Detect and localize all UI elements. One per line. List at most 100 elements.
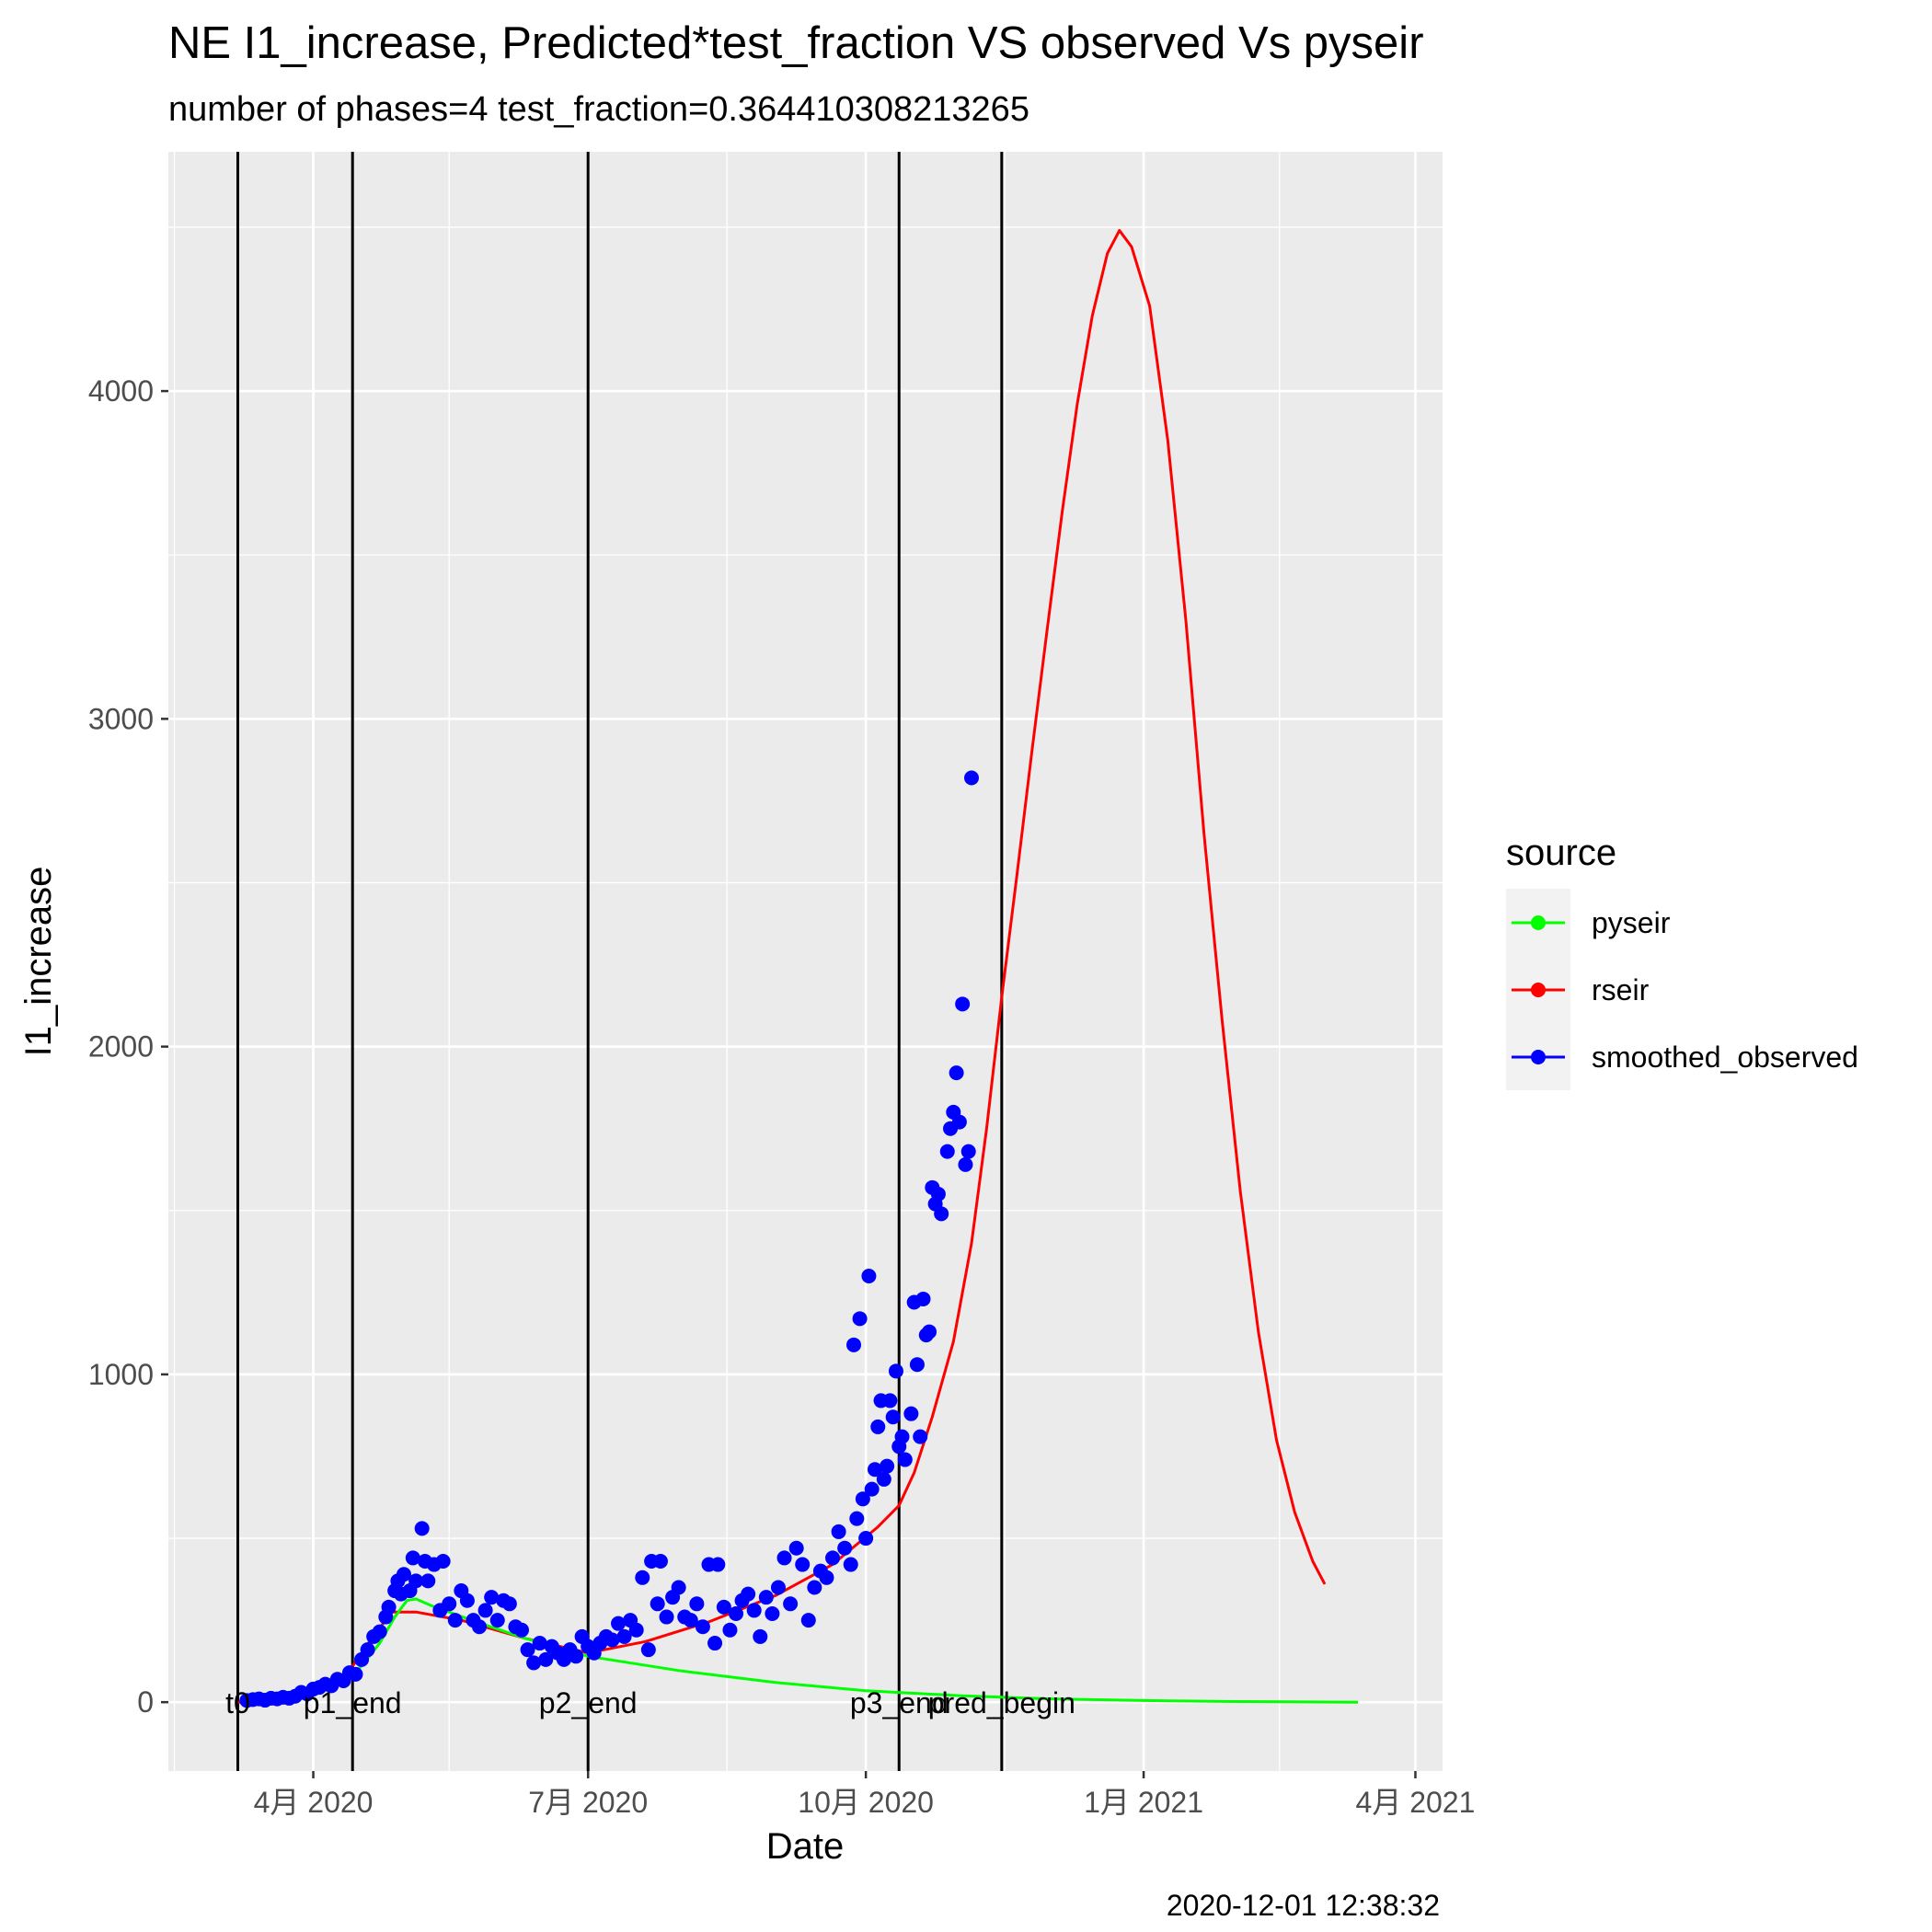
vertical-marker-label: p3_end — [850, 1686, 949, 1719]
legend-label: smoothed_observed — [1592, 1041, 1858, 1074]
x-axis: 4月 2020 7月 2020 10月 2020 1月 2021 4月 2021 — [254, 1771, 1476, 1819]
data-point — [408, 1573, 424, 1589]
legend-entries: pyseir rseir smoothed_observed — [1512, 906, 1858, 1074]
data-point — [934, 1206, 949, 1222]
data-point — [858, 1531, 874, 1547]
data-point — [843, 1557, 858, 1572]
data-point — [532, 1636, 547, 1651]
x-tick-label: 4月 2021 — [1356, 1786, 1476, 1819]
series-rseir — [237, 229, 1327, 1704]
x-tick-label: 7月 2020 — [528, 1786, 648, 1819]
data-point — [882, 1393, 898, 1409]
data-point — [652, 1553, 668, 1569]
data-point — [837, 1540, 853, 1556]
data-point — [930, 1186, 946, 1202]
data-point — [484, 1590, 500, 1605]
data-point — [710, 1557, 726, 1572]
data-point — [569, 1649, 584, 1664]
data-point — [501, 1596, 517, 1612]
data-point — [689, 1596, 705, 1612]
legend-key-point — [1531, 915, 1546, 930]
data-point — [897, 1452, 913, 1467]
data-point — [707, 1636, 723, 1651]
data-point — [770, 1580, 786, 1595]
series-line-rseir — [237, 229, 1327, 1704]
data-point — [915, 1291, 931, 1306]
data-point — [628, 1622, 644, 1638]
data-point — [381, 1599, 397, 1615]
x-tick-label: 1月 2021 — [1084, 1786, 1203, 1819]
data-point — [746, 1603, 762, 1618]
data-point — [472, 1619, 488, 1635]
x-tick-label: 10月 2020 — [798, 1786, 934, 1819]
vertical-marker-label: t0 — [225, 1686, 250, 1719]
x-axis-title: Date — [766, 1826, 845, 1867]
data-point — [788, 1540, 804, 1556]
data-point — [864, 1481, 880, 1497]
data-point — [855, 1491, 870, 1507]
data-point — [640, 1642, 656, 1658]
data-point — [513, 1622, 529, 1638]
data-point — [604, 1632, 620, 1648]
data-point — [538, 1651, 554, 1667]
data-point — [783, 1596, 799, 1612]
legend: source pyseir rseir smoothed_observed — [1506, 833, 1858, 1090]
data-point — [776, 1550, 792, 1566]
data-point — [716, 1599, 731, 1615]
data-point — [477, 1603, 493, 1618]
plot-panel — [168, 152, 1443, 1771]
data-point — [825, 1550, 841, 1566]
data-point — [520, 1642, 535, 1658]
data-point — [741, 1586, 756, 1602]
data-point — [420, 1573, 436, 1589]
data-point — [909, 1357, 925, 1373]
legend-title: source — [1506, 833, 1616, 873]
data-point — [951, 1114, 967, 1130]
data-point — [765, 1605, 780, 1621]
y-tick-label: 1000 — [88, 1358, 154, 1391]
data-point — [867, 1462, 882, 1478]
legend-item-pyseir: pyseir — [1512, 906, 1671, 939]
data-point — [960, 1144, 976, 1159]
data-point — [635, 1570, 650, 1585]
data-point — [671, 1580, 686, 1595]
legend-item-rseir: rseir — [1512, 973, 1650, 1006]
data-point — [616, 1628, 632, 1644]
data-point — [894, 1429, 910, 1444]
data-point — [459, 1593, 475, 1608]
data-point — [611, 1616, 627, 1631]
chart-caption: 2020-12-01 12:38:32 — [1167, 1889, 1440, 1922]
vertical-marker-label: p2_end — [539, 1686, 638, 1719]
data-point — [885, 1409, 901, 1425]
data-point — [372, 1624, 387, 1639]
vertical-marker-label: p1_end — [304, 1686, 402, 1719]
data-point — [846, 1337, 862, 1352]
y-tick-label: 4000 — [88, 374, 154, 408]
data-point — [758, 1590, 774, 1605]
y-axis: 0 1000 2000 3000 4000 — [88, 374, 168, 1719]
data-point — [442, 1596, 457, 1612]
data-point — [903, 1406, 919, 1421]
data-point — [949, 1065, 964, 1081]
vlines — [236, 152, 1004, 1771]
data-point — [526, 1655, 542, 1671]
data-point — [958, 1156, 973, 1172]
data-point — [831, 1524, 846, 1539]
data-point — [414, 1521, 430, 1536]
data-point — [396, 1567, 411, 1582]
legend-label: pyseir — [1592, 906, 1671, 939]
data-point — [939, 1144, 955, 1159]
y-axis-title: I1_increase — [18, 867, 59, 1057]
series-layer — [237, 229, 1359, 1708]
data-point — [849, 1511, 865, 1526]
data-point — [819, 1570, 834, 1585]
data-point — [695, 1619, 710, 1635]
data-point — [955, 996, 971, 1012]
vertical-marker-label: pred_begin — [928, 1686, 1075, 1719]
data-point — [795, 1557, 811, 1572]
legend-key-point — [1531, 983, 1546, 997]
data-point — [852, 1311, 868, 1327]
y-tick-label: 0 — [137, 1685, 154, 1719]
